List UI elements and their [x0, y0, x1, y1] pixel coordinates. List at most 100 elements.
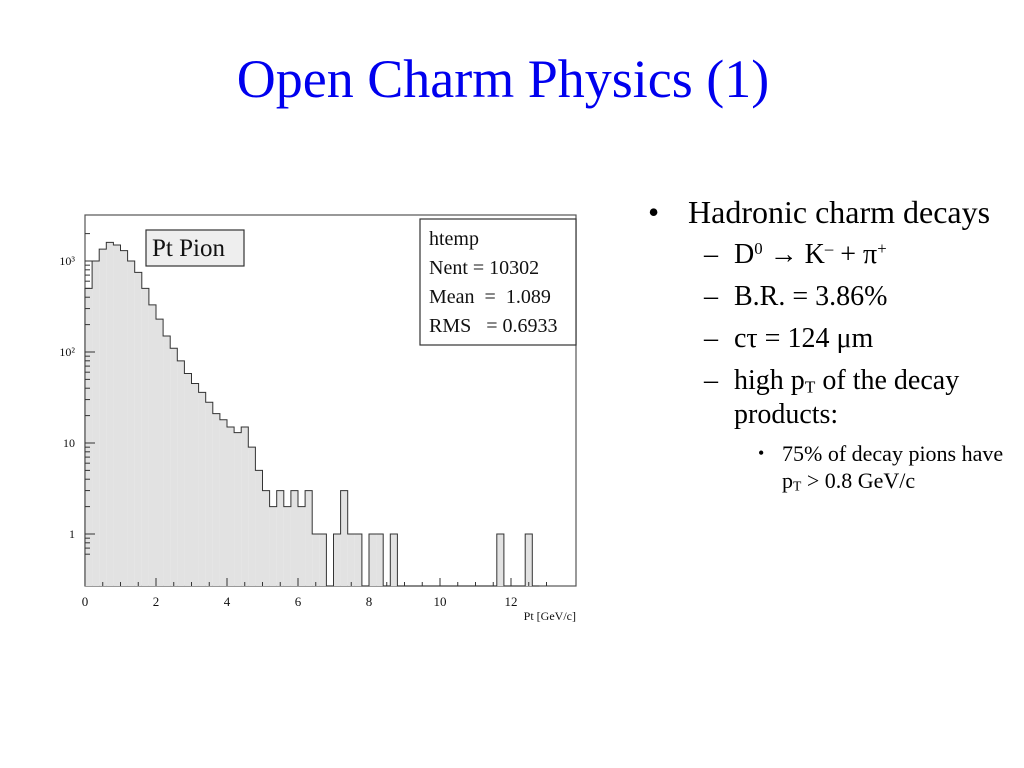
histogram-bar — [205, 402, 213, 586]
histogram-svg: 0 2 4 6 8 10 12 1 10 10² 10³ Pt [GeV/c] Pt Pion htemp… — [59, 214, 577, 623]
bullet-main-text: Hadronic charm decays — [688, 194, 991, 230]
histogram-bar — [198, 392, 206, 586]
subsub-bullet-0: • 75% of decay pions have pT > 0.8 GeV/c — [640, 440, 1024, 494]
histogram-bar — [177, 360, 185, 586]
histogram-bar — [191, 383, 199, 586]
histogram-bar — [376, 534, 384, 586]
histogram-bar — [127, 261, 135, 586]
stats-line: Nent = 10302 — [429, 257, 539, 279]
stats-line: RMS = 0.6933 — [429, 315, 558, 337]
subsub-bullet-0-seg-2: > 0.8 GeV/c — [801, 468, 916, 493]
histogram-bar — [312, 534, 320, 586]
dash-symbol: – — [704, 365, 718, 396]
histogram-bar — [99, 249, 107, 586]
y-tick-label: 10³ — [59, 254, 75, 268]
y-tick-label: 10² — [59, 345, 75, 359]
sub-bullet-list: – D0 → K– + π+ – B.R. = 3.86% – cτ = 124 μm – h… — [640, 238, 1024, 432]
histogram-bar — [248, 447, 256, 586]
histogram-bar — [234, 432, 242, 586]
sub-bullet-0-seg-3: – — [824, 238, 834, 258]
histogram-bar — [290, 490, 298, 586]
subsub-bullet-0-seg-0: 75% of decay pions have p — [782, 441, 1004, 493]
sub-bullet-0-seg-5: + — [877, 238, 887, 258]
x-tick-label: 10 — [434, 594, 447, 609]
histogram-bar — [525, 534, 533, 586]
sub-bullet-3-seg-1: T — [804, 377, 816, 397]
histogram-bar — [276, 490, 284, 586]
histogram-bar — [269, 506, 277, 586]
subsub-bullet-text: 75% of decay pions have pT > 0.8 GeV/c — [782, 441, 1003, 493]
histogram-bar — [120, 250, 128, 586]
histogram-bar — [113, 244, 121, 586]
sub-bullet-2-seg-0: cτ = 124 μm — [734, 323, 874, 354]
sub-bullet-text: B.R. = 3.86% — [734, 281, 887, 312]
histogram-bar — [227, 426, 235, 586]
dash-symbol: – — [704, 281, 718, 312]
x-tick-label: 8 — [366, 594, 373, 609]
chart-title: Pt Pion — [152, 235, 225, 262]
x-tick-label: 4 — [224, 594, 231, 609]
sub-bullet-3: – high pT of the decay products: — [640, 364, 1024, 432]
sub-bullet-text: cτ = 124 μm — [734, 323, 873, 354]
histogram-bar — [219, 419, 227, 586]
x-tick-label: 6 — [295, 594, 302, 609]
x-tick-label: 12 — [505, 594, 518, 609]
histogram-bar — [85, 288, 93, 586]
y-tick-label: 10 — [63, 436, 75, 450]
sub-bullet-3-seg-2: of the decay products: — [734, 365, 960, 430]
histogram-bar — [163, 335, 171, 586]
histogram-bar — [347, 534, 355, 586]
histogram-bar — [354, 534, 362, 586]
sub-bullet-text: high pT of the decay products: — [734, 365, 959, 430]
sub-bullet-1: – B.R. = 3.86% — [640, 280, 1024, 314]
histogram-bar — [369, 534, 377, 586]
dash-symbol: – — [704, 323, 718, 354]
histogram-bar — [148, 304, 156, 586]
histogram-bar — [283, 506, 291, 586]
bullet-list: • Hadronic charm decays – D0 → K– + π+ – B.… — [640, 192, 1024, 494]
subsub-bullet-list: • 75% of decay pions have pT > 0.8 GeV/c — [640, 440, 1024, 494]
title-box — [145, 229, 245, 267]
histogram-bar — [390, 534, 398, 586]
bullet-symbol: • — [758, 443, 765, 463]
sub-bullet-text: D0 → K– + π+ — [734, 239, 887, 270]
histogram-bar — [184, 373, 192, 586]
histogram-outline — [84, 241, 540, 587]
sub-bullet-0-seg-1: 0 — [754, 238, 763, 258]
sub-bullet-2: – cτ = 124 μm — [640, 322, 1024, 356]
histogram-bar — [92, 261, 100, 586]
histogram-bar — [319, 534, 327, 586]
histogram-bar — [134, 272, 142, 586]
histogram-bar — [170, 348, 178, 586]
histogram-bar — [262, 490, 270, 586]
x-axis-label: Pt [GeV/c] — [524, 609, 576, 623]
stats-box — [419, 218, 577, 346]
sub-bullet-0-seg-2: → K — [762, 239, 825, 270]
histogram-bar — [298, 506, 306, 586]
y-tick-label: 1 — [69, 527, 75, 541]
sub-bullet-0-seg-0: D — [734, 239, 755, 270]
histogram-bar — [333, 534, 341, 586]
histogram-bar — [496, 534, 504, 586]
sub-bullet-3-seg-0: high p — [734, 365, 805, 396]
x-tick-label: 0 — [82, 594, 89, 609]
histogram-bar — [156, 319, 164, 586]
subsub-bullet-0-seg-1: T — [793, 478, 802, 494]
dash-symbol: – — [704, 239, 718, 270]
histogram-bar — [340, 490, 348, 586]
histogram-bar — [241, 426, 249, 586]
stats-line: htemp — [429, 228, 479, 250]
x-tick-label: 2 — [153, 594, 160, 609]
pt-pion-histogram: 0 2 4 6 8 10 12 1 10 10² 10³ Pt [GeV/c] Pt Pion htemp… — [48, 205, 588, 633]
histogram-bar — [141, 288, 149, 586]
sub-bullet-1-seg-0: B.R. = 3.86% — [734, 281, 888, 312]
bullet-symbol: • — [648, 194, 660, 230]
bullet-main: • Hadronic charm decays — [640, 192, 1024, 232]
sub-bullet-0-seg-4: + π — [833, 239, 878, 270]
histogram-bar — [305, 490, 313, 586]
histogram-bar — [106, 242, 114, 586]
histogram-bar — [255, 470, 263, 586]
histogram-bar — [212, 413, 220, 586]
slide-title: Open Charm Physics (1) — [236, 49, 770, 109]
stats-line: Mean = 1.089 — [429, 286, 551, 308]
